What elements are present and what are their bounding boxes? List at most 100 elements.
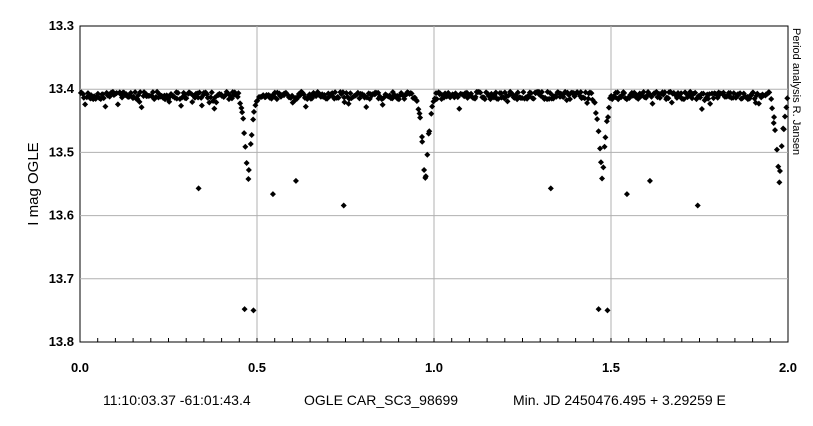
x-tick-label: 1.5 — [602, 360, 620, 375]
data-point — [514, 89, 521, 96]
data-point — [749, 89, 756, 96]
data-point — [345, 100, 352, 107]
data-point — [454, 94, 461, 101]
data-point — [211, 105, 218, 112]
data-point — [166, 98, 173, 105]
data-point — [428, 110, 435, 117]
data-point — [594, 116, 601, 123]
x-tick-label: 1.0 — [425, 360, 443, 375]
y-tick-labels: 13.3 13.4 13.5 13.6 13.7 13.8 — [49, 18, 75, 349]
data-point — [241, 130, 248, 137]
data-point — [775, 163, 782, 170]
data-point — [504, 98, 511, 105]
data-point — [602, 134, 609, 141]
data-point — [781, 113, 788, 120]
data-point — [245, 166, 252, 173]
data-point — [207, 94, 214, 101]
data-point — [621, 90, 628, 97]
data-point — [776, 168, 783, 175]
data-point — [581, 95, 588, 102]
data-point — [668, 99, 675, 106]
data-point — [707, 100, 714, 107]
data-point — [242, 143, 249, 150]
data-point — [213, 99, 220, 106]
data-point — [784, 95, 791, 102]
data-point — [234, 93, 241, 100]
data-point — [783, 104, 790, 111]
data-point — [114, 101, 121, 108]
data-point — [492, 89, 499, 96]
y-axis-label: I mag OGLE — [25, 142, 42, 225]
data-point — [727, 90, 734, 97]
data-points — [77, 88, 791, 314]
x-tick-labels: 0.0 0.5 1.0 1.5 2.0 — [71, 360, 797, 375]
data-point — [433, 96, 440, 103]
data-point — [640, 88, 647, 95]
data-point — [661, 89, 668, 96]
data-point — [239, 109, 246, 116]
data-point — [520, 89, 527, 96]
data-point — [780, 126, 787, 133]
x-tick-label: 0.5 — [248, 360, 266, 375]
data-point — [82, 101, 89, 108]
side-credit: Period analysis R. Jansen — [790, 28, 802, 155]
data-point — [250, 307, 257, 314]
data-point — [138, 104, 145, 111]
data-point — [379, 101, 386, 108]
data-point — [347, 90, 354, 97]
data-point — [252, 102, 259, 109]
data-point — [705, 95, 712, 102]
data-point — [649, 100, 656, 107]
data-point — [401, 95, 408, 102]
data-point — [178, 102, 185, 109]
data-point — [648, 93, 655, 100]
data-point — [341, 94, 348, 101]
data-point — [208, 89, 215, 96]
data-point — [553, 93, 560, 100]
gridlines — [80, 26, 788, 342]
data-point — [604, 114, 611, 121]
data-point — [292, 177, 299, 184]
data-point — [340, 202, 347, 209]
data-point — [183, 95, 190, 102]
data-point — [419, 133, 426, 140]
data-point — [149, 89, 156, 96]
y-tick-label: 13.4 — [49, 81, 75, 96]
data-point — [250, 116, 257, 123]
data-point — [595, 306, 602, 313]
data-point — [538, 88, 545, 95]
data-point — [600, 164, 607, 171]
data-point — [588, 90, 595, 97]
data-point — [245, 175, 252, 182]
data-point — [456, 105, 463, 112]
y-tick-label: 13.8 — [49, 334, 74, 349]
caption-coords: 11:10:03.37 -61:01:43.4 — [103, 392, 251, 408]
data-point — [768, 95, 775, 102]
data-point — [241, 306, 248, 313]
data-point — [250, 108, 257, 115]
data-point — [591, 99, 598, 106]
data-point — [102, 103, 109, 110]
data-point — [273, 96, 280, 103]
data-point — [603, 118, 610, 125]
data-point — [547, 185, 554, 192]
data-point — [592, 110, 599, 117]
data-point — [235, 90, 242, 97]
data-point — [692, 89, 699, 96]
data-point — [694, 202, 701, 209]
data-point — [189, 98, 196, 105]
data-point — [769, 105, 776, 112]
data-point — [269, 191, 276, 198]
data-point — [599, 175, 606, 182]
data-point — [415, 106, 422, 113]
data-point — [528, 90, 535, 97]
data-point — [597, 145, 604, 152]
y-tick-label: 13.3 — [49, 18, 74, 33]
data-point — [195, 185, 202, 192]
data-point — [477, 89, 484, 96]
x-minor-ticks — [79, 338, 789, 342]
y-tick-label: 13.7 — [49, 271, 74, 286]
data-point — [243, 160, 250, 167]
data-point — [426, 128, 433, 135]
data-point — [424, 151, 431, 158]
